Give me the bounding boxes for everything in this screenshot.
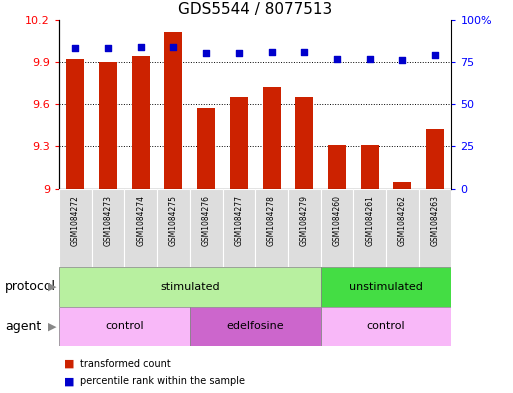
Bar bbox=[124, 189, 157, 267]
Text: stimulated: stimulated bbox=[160, 282, 220, 292]
Bar bbox=[426, 129, 444, 189]
Text: edelfosine: edelfosine bbox=[226, 321, 284, 331]
Text: GSM1084278: GSM1084278 bbox=[267, 195, 276, 246]
Text: GSM1084279: GSM1084279 bbox=[300, 195, 309, 246]
Bar bbox=[288, 189, 321, 267]
Bar bbox=[321, 307, 451, 346]
Point bbox=[300, 49, 308, 55]
Text: GSM1084263: GSM1084263 bbox=[430, 195, 440, 246]
Text: percentile rank within the sample: percentile rank within the sample bbox=[80, 376, 245, 386]
Point bbox=[235, 50, 243, 57]
Bar bbox=[263, 87, 281, 189]
Text: GSM1084262: GSM1084262 bbox=[398, 195, 407, 246]
Bar bbox=[223, 189, 255, 267]
Text: protocol: protocol bbox=[5, 280, 56, 294]
Text: ▶: ▶ bbox=[48, 321, 56, 331]
Point bbox=[169, 44, 177, 50]
Text: ■: ■ bbox=[64, 358, 74, 369]
Text: GSM1084260: GSM1084260 bbox=[332, 195, 342, 246]
Bar bbox=[386, 189, 419, 267]
Bar bbox=[59, 307, 190, 346]
Bar bbox=[230, 97, 248, 189]
Point bbox=[333, 55, 341, 62]
Point bbox=[267, 49, 275, 55]
Point bbox=[398, 57, 406, 63]
Text: GSM1084273: GSM1084273 bbox=[104, 195, 112, 246]
Text: GSM1084276: GSM1084276 bbox=[202, 195, 211, 246]
Bar bbox=[197, 108, 215, 189]
Bar bbox=[353, 189, 386, 267]
Text: ■: ■ bbox=[64, 376, 74, 386]
Point bbox=[71, 45, 80, 51]
Bar bbox=[59, 189, 92, 267]
Bar bbox=[92, 189, 125, 267]
Text: GSM1084261: GSM1084261 bbox=[365, 195, 374, 246]
Bar bbox=[321, 267, 451, 307]
Point bbox=[104, 45, 112, 51]
Text: transformed count: transformed count bbox=[80, 358, 170, 369]
Text: GSM1084275: GSM1084275 bbox=[169, 195, 178, 246]
Point bbox=[366, 55, 374, 62]
Text: GSM1084277: GSM1084277 bbox=[234, 195, 243, 246]
Bar bbox=[66, 59, 84, 189]
Text: control: control bbox=[105, 321, 144, 331]
Text: unstimulated: unstimulated bbox=[349, 282, 423, 292]
Bar bbox=[132, 56, 150, 189]
Bar bbox=[190, 189, 223, 267]
Bar bbox=[165, 32, 183, 189]
Text: GSM1084274: GSM1084274 bbox=[136, 195, 145, 246]
Bar bbox=[361, 145, 379, 189]
Text: control: control bbox=[367, 321, 405, 331]
Title: GDS5544 / 8077513: GDS5544 / 8077513 bbox=[178, 2, 332, 17]
Point bbox=[202, 50, 210, 57]
Text: ▶: ▶ bbox=[48, 282, 56, 292]
Bar bbox=[99, 62, 117, 189]
Bar bbox=[393, 182, 411, 189]
Point bbox=[136, 44, 145, 50]
Bar bbox=[157, 189, 190, 267]
Bar bbox=[419, 189, 451, 267]
Text: agent: agent bbox=[5, 320, 42, 333]
Bar bbox=[328, 145, 346, 189]
Bar bbox=[190, 307, 321, 346]
Point bbox=[431, 52, 439, 58]
Bar bbox=[295, 97, 313, 189]
Text: GSM1084272: GSM1084272 bbox=[71, 195, 80, 246]
Bar bbox=[59, 267, 321, 307]
Bar bbox=[321, 189, 353, 267]
Bar bbox=[255, 189, 288, 267]
